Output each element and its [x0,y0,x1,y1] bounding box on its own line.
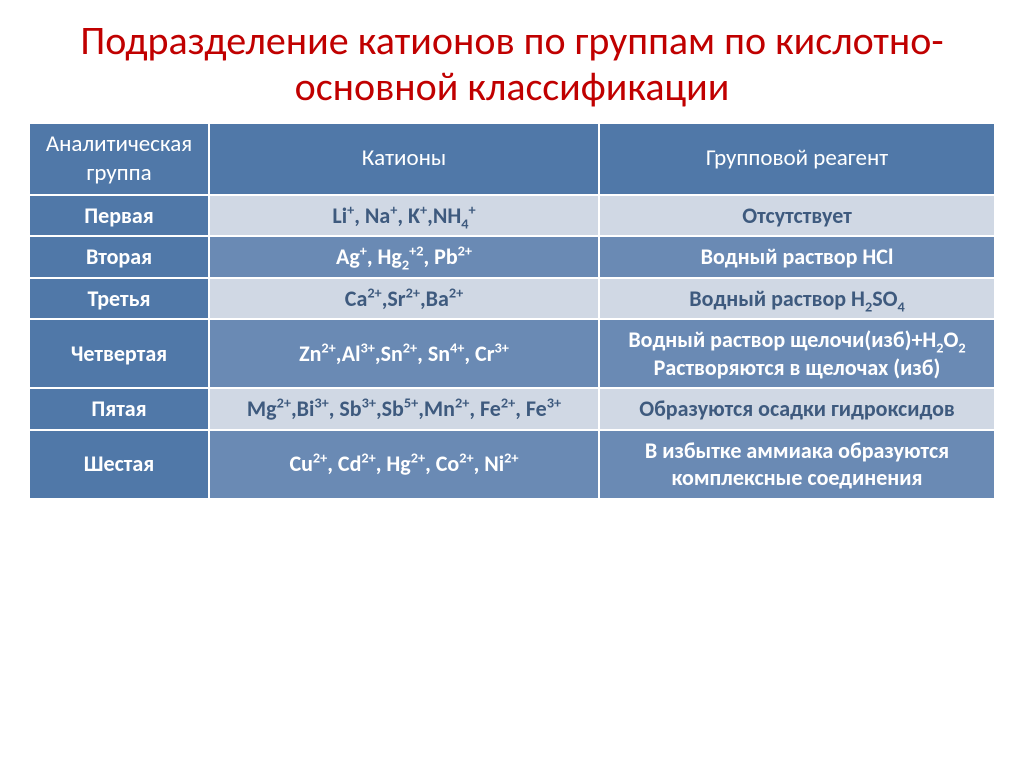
cell-group: Вторая [29,236,209,278]
cell-cations: Ag+, Hg2+2, Pb2+ [209,236,599,278]
cell-group: Первая [29,195,209,237]
table-row: ШестаяCu2+, Cd2+, Hg2+, Co2+, Ni2+В избы… [29,430,995,499]
table-row: ТретьяCa2+,Sr2+,Ba2+Водный раствор H2SO4 [29,278,995,320]
cell-reagent: Образуются осадки гидроксидов [599,388,995,430]
cell-cations: Ca2+,Sr2+,Ba2+ [209,278,599,320]
table-row: ПятаяMg2+,Bi3+, Sb3+,Sb5+,Mn2+, Fe2+, Fe… [29,388,995,430]
cell-reagent: Отсутствует [599,195,995,237]
table-header-row: Аналитическая группа Катионы Групповой р… [29,123,995,195]
cell-group: Четвертая [29,319,209,388]
cell-reagent: В избытке аммиака образуются комплексные… [599,430,995,499]
cell-reagent: Водный раствор HCl [599,236,995,278]
cell-cations: Mg2+,Bi3+, Sb3+,Sb5+,Mn2+, Fe2+, Fe3+ [209,388,599,430]
header-cations: Катионы [209,123,599,195]
cell-group: Шестая [29,430,209,499]
header-reagent: Групповой реагент [599,123,995,195]
table-row: ЧетвертаяZn2+,Al3+,Sn2+, Sn4+, Cr3+Водны… [29,319,995,388]
cell-reagent: Водный раствор щелочи(изб)+H2O2Растворяю… [599,319,995,388]
cell-reagent: Водный раствор H2SO4 [599,278,995,320]
table-row: ВтораяAg+, Hg2+2, Pb2+Водный раствор HCl [29,236,995,278]
cell-group: Пятая [29,388,209,430]
cell-cations: Zn2+,Al3+,Sn2+, Sn4+, Cr3+ [209,319,599,388]
cell-cations: Li+, Na+, K+,NH4+ [209,195,599,237]
table-row: ПерваяLi+, Na+, K+,NH4+Отсутствует [29,195,995,237]
cell-cations: Cu2+, Cd2+, Hg2+, Co2+, Ni2+ [209,430,599,499]
cation-groups-table: Аналитическая группа Катионы Групповой р… [28,122,996,500]
header-group: Аналитическая группа [29,123,209,195]
cell-group: Третья [29,278,209,320]
page-title: Подразделение катионов по группам по кис… [28,18,996,110]
